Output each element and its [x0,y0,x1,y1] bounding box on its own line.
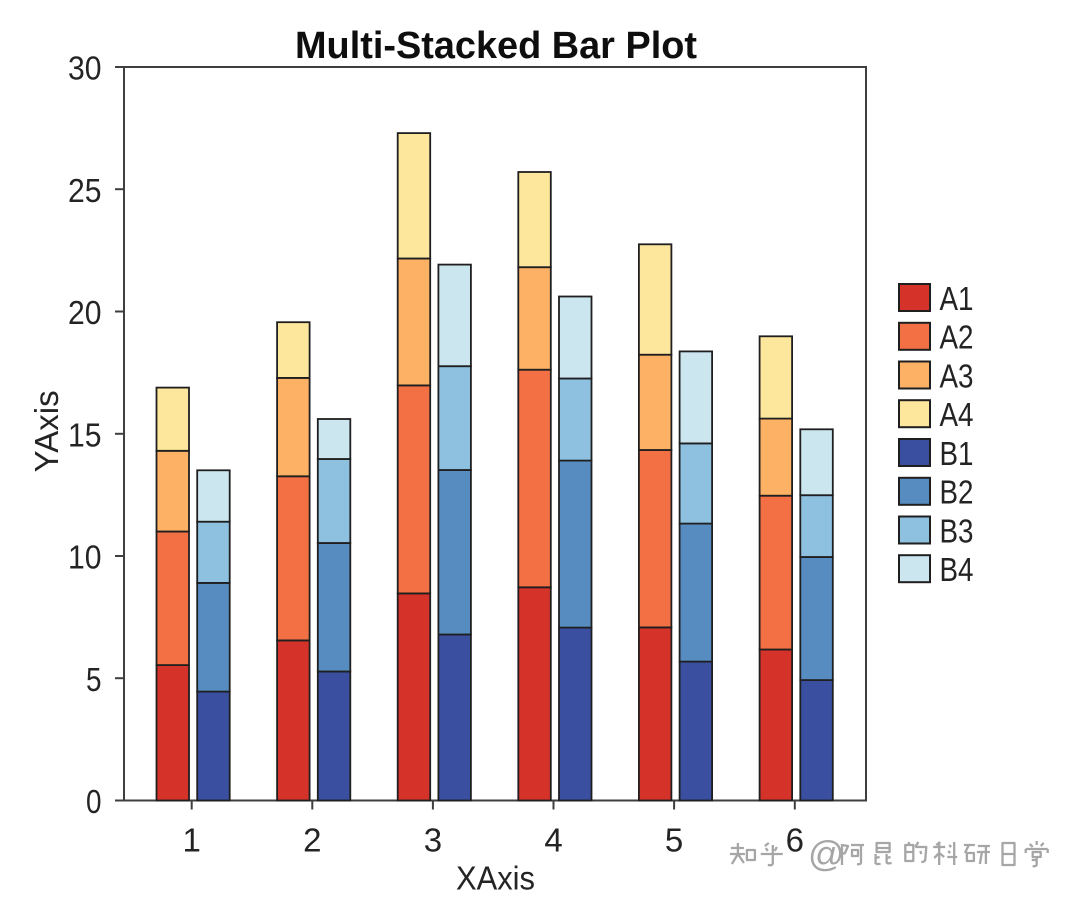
svg-text:15: 15 [68,416,102,453]
svg-text:25: 25 [68,172,102,209]
svg-text:XAxis: XAxis [456,859,535,896]
svg-text:2: 2 [303,822,321,859]
svg-text:B1: B1 [940,435,974,472]
svg-text:10: 10 [68,539,102,576]
svg-text:3: 3 [424,822,442,859]
svg-text:5: 5 [665,822,683,859]
svg-text:A3: A3 [940,357,974,394]
svg-text:30: 30 [68,50,102,87]
svg-text:B2: B2 [940,474,974,511]
svg-text:1: 1 [183,822,201,859]
svg-text:A2: A2 [940,319,974,356]
svg-text:@: @ [808,833,845,874]
svg-text:0: 0 [86,783,102,820]
svg-text:B3: B3 [940,512,974,549]
svg-text:6: 6 [786,822,804,859]
svg-text:20: 20 [68,294,102,331]
svg-text:B4: B4 [940,551,974,588]
svg-text:YAxis: YAxis [28,390,65,472]
svg-text:A4: A4 [940,396,974,433]
svg-text:5: 5 [86,661,102,698]
svg-text:4: 4 [544,822,562,859]
svg-text:A1: A1 [940,280,974,317]
svg-text:Multi-Stacked Bar Plot: Multi-Stacked Bar Plot [295,25,697,67]
